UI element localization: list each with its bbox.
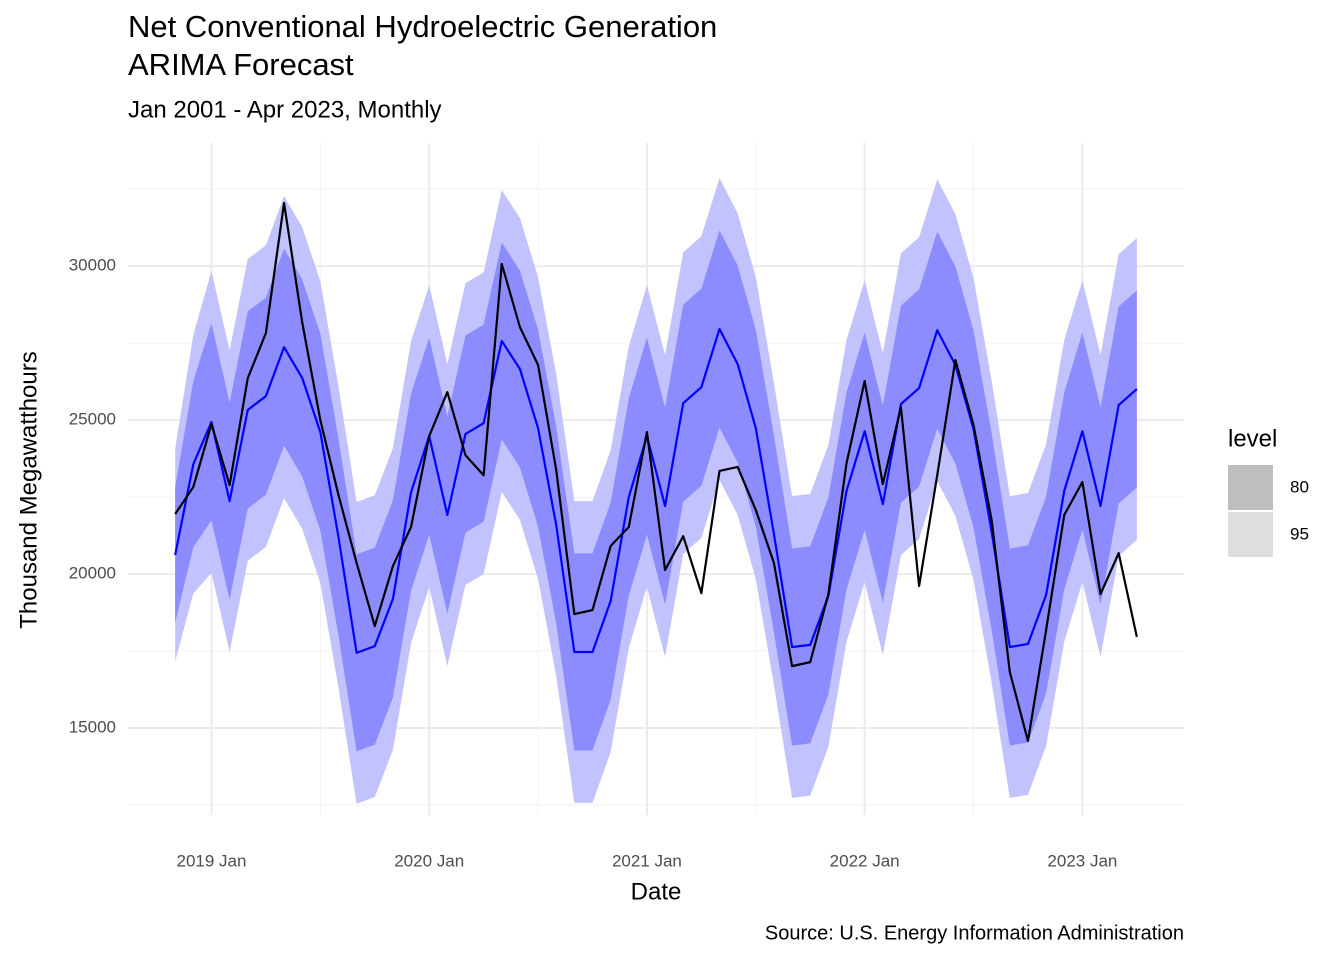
caption: Source: U.S. Energy Information Administ…	[765, 922, 1184, 944]
y-tick-label: 20000	[69, 564, 116, 583]
chart-title: Net Conventional Hydroelectric Generatio…	[128, 9, 717, 44]
series-line	[174, 201, 1138, 743]
x-tick-label: 2022 Jan	[830, 851, 900, 870]
legend-label: 95	[1290, 524, 1309, 543]
interval-band	[175, 230, 1137, 752]
y-tick-label: 30000	[69, 256, 116, 275]
x-axis-title: Date	[631, 878, 682, 905]
legend-key	[1228, 512, 1273, 557]
y-tick-label: 15000	[69, 718, 116, 737]
legend-key	[1228, 465, 1273, 510]
chart-subtitle: Jan 2001 - Apr 2023, Monthly	[128, 96, 442, 123]
x-tick-label: 2023 Jan	[1047, 851, 1117, 870]
y-axis-title: Thousand Megawatthours	[15, 351, 42, 629]
legend-label: 80	[1290, 477, 1309, 496]
chart-title: ARIMA Forecast	[128, 47, 354, 82]
x-tick-label: 2019 Jan	[176, 851, 246, 870]
x-tick-label: 2020 Jan	[394, 851, 464, 870]
legend-title: level	[1228, 425, 1277, 452]
x-tick-label: 2021 Jan	[612, 851, 682, 870]
y-tick-label: 25000	[69, 410, 116, 429]
